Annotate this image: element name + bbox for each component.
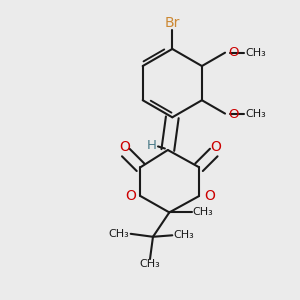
Text: CH₃: CH₃ — [245, 48, 266, 58]
Text: O: O — [229, 108, 239, 121]
Text: O: O — [204, 189, 215, 203]
Text: O: O — [210, 140, 221, 154]
Text: O: O — [229, 46, 239, 59]
Text: CH₃: CH₃ — [109, 229, 130, 239]
Text: O: O — [119, 140, 130, 154]
Text: H: H — [146, 139, 156, 152]
Text: CH₃: CH₃ — [193, 206, 214, 217]
Text: CH₃: CH₃ — [245, 109, 266, 118]
Text: O: O — [125, 189, 136, 203]
Text: Br: Br — [165, 16, 180, 30]
Text: CH₃: CH₃ — [173, 230, 194, 240]
Text: CH₃: CH₃ — [140, 259, 160, 269]
